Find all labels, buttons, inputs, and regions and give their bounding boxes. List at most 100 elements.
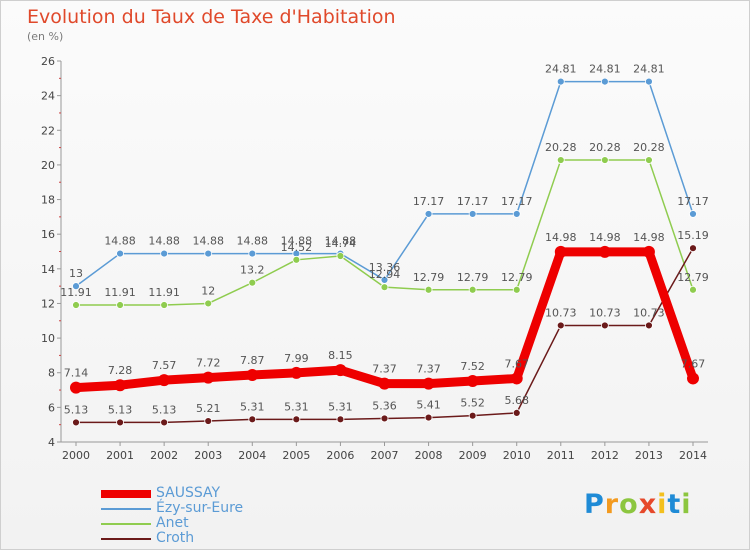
data-label: 24.81	[589, 63, 621, 76]
legend-swatch	[101, 523, 151, 525]
data-label: 14.88	[325, 235, 357, 248]
data-label: 14.88	[192, 235, 224, 248]
data-label: 12.94	[369, 268, 401, 281]
data-label: 14.98	[589, 231, 621, 244]
data-point	[554, 245, 567, 258]
data-label: 12	[201, 284, 215, 297]
data-label: 10.73	[589, 306, 621, 319]
data-point	[336, 252, 345, 260]
data-label: 20.28	[545, 141, 577, 154]
data-point	[600, 321, 609, 330]
data-point	[72, 301, 80, 309]
data-label: 13.2	[240, 264, 265, 277]
y-tick-label: 4	[48, 436, 55, 449]
x-tick-label: 2000	[62, 449, 90, 462]
data-label: 5.31	[328, 400, 353, 413]
data-point	[598, 245, 611, 258]
data-label: 5.13	[152, 403, 177, 416]
legend-swatch	[101, 508, 151, 510]
data-point	[248, 278, 257, 287]
x-tick-label: 2003	[194, 449, 222, 462]
data-point	[70, 381, 82, 394]
data-point	[248, 415, 257, 424]
data-label: 17.17	[501, 195, 533, 208]
data-point	[116, 418, 124, 427]
data-point	[645, 321, 653, 330]
data-point	[642, 245, 655, 258]
data-point	[422, 377, 435, 390]
y-tick-label: 12	[41, 297, 55, 310]
data-label: 5.68	[504, 394, 529, 407]
data-point	[512, 210, 521, 218]
legend-label: Ézy-sur-Eure	[156, 500, 244, 516]
data-label: 14.98	[545, 231, 577, 244]
data-label: 11.91	[104, 286, 136, 299]
x-tick-label: 2004	[238, 449, 266, 462]
data-point	[380, 283, 389, 292]
x-tick-label: 2007	[371, 449, 399, 462]
data-point	[292, 255, 301, 264]
data-point	[160, 418, 169, 427]
data-label: 14.88	[148, 235, 180, 248]
data-point	[689, 285, 697, 294]
data-point	[645, 156, 653, 164]
data-label: 7.67	[504, 357, 529, 370]
y-tick-label: 16	[41, 228, 55, 241]
y-tick-label: 22	[41, 124, 55, 137]
data-label: 7.67	[681, 357, 706, 370]
x-tick-label: 2001	[106, 449, 134, 462]
y-tick-label: 26	[41, 55, 55, 68]
legend-swatch	[101, 490, 151, 498]
data-label: 24.81	[633, 63, 665, 76]
data-label: 14.52	[281, 241, 313, 254]
data-point	[246, 368, 259, 381]
x-tick-label: 2006	[326, 449, 354, 462]
data-label: 5.36	[372, 399, 397, 412]
data-point	[468, 411, 477, 420]
data-label: 7.28	[108, 364, 133, 377]
data-label: 7.52	[460, 360, 485, 373]
legend-label: Croth	[156, 530, 195, 546]
data-label: 5.41	[416, 399, 441, 412]
data-label: 8.15	[328, 349, 353, 362]
chart-subtitle: (en %)	[27, 30, 64, 43]
data-label: 14.88	[104, 235, 136, 248]
data-point	[160, 301, 169, 309]
y-tick-label: 18	[41, 194, 55, 207]
data-label: 5.31	[240, 400, 265, 413]
data-point	[116, 249, 124, 258]
data-label: 20.28	[589, 141, 621, 154]
y-tick-label: 24	[41, 90, 55, 103]
data-label: 15.19	[677, 229, 709, 242]
data-label: 17.17	[677, 195, 709, 208]
data-label: 14.88	[237, 235, 269, 248]
data-label: 10.73	[545, 306, 577, 319]
data-label: 5.13	[108, 403, 133, 416]
data-point	[204, 417, 213, 425]
data-point	[556, 321, 565, 330]
proxiti-logo: Proxiti	[584, 489, 692, 520]
data-point	[645, 77, 653, 86]
data-point	[424, 210, 433, 218]
y-tick-label: 8	[48, 367, 55, 380]
data-point	[689, 210, 697, 218]
chart-title: Evolution du Taux de Taxe d'Habitation	[27, 6, 396, 28]
data-point	[160, 249, 169, 258]
legend-swatch	[101, 538, 151, 540]
data-point	[116, 301, 124, 309]
data-point	[378, 377, 391, 390]
x-tick-label: 2008	[415, 449, 443, 462]
data-point	[292, 415, 301, 424]
data-label: 5.21	[196, 402, 221, 415]
data-label: 7.37	[372, 363, 397, 376]
data-label: 14.74	[325, 237, 357, 250]
data-point	[290, 366, 303, 379]
data-point	[600, 77, 609, 86]
data-point	[556, 77, 565, 86]
x-tick-label: 2011	[547, 449, 575, 462]
data-point	[158, 374, 171, 387]
data-point	[204, 299, 213, 308]
x-tick-label: 2013	[635, 449, 663, 462]
